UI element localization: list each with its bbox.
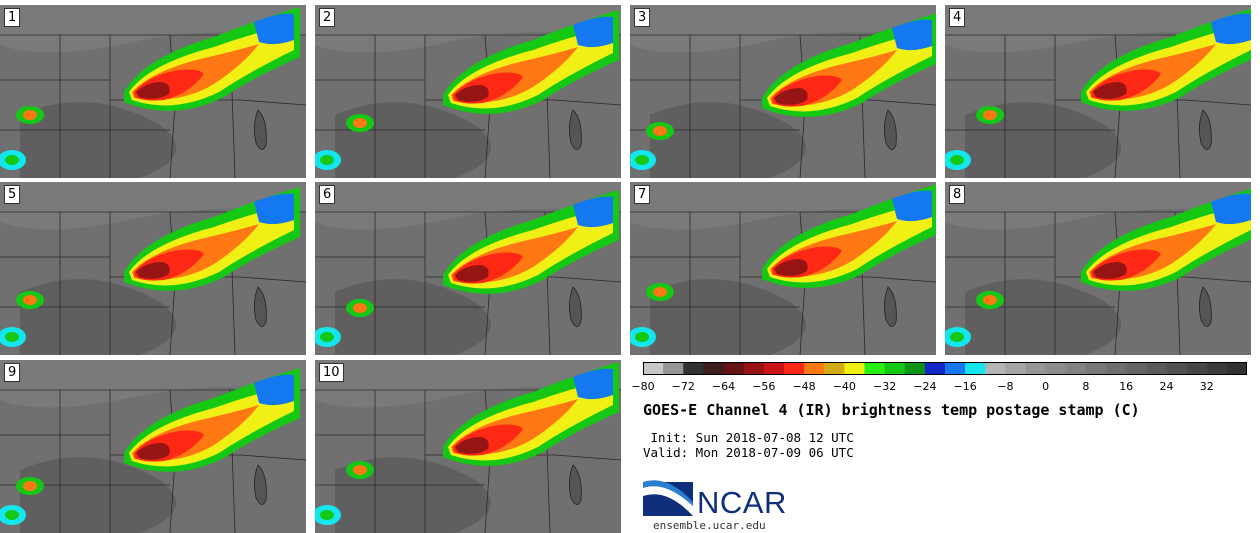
colorbar-tick-label: −56 xyxy=(752,380,776,393)
postage-stamp-panel: 10 xyxy=(315,360,621,533)
colorbar xyxy=(643,362,1247,375)
postage-stamp-panel: 5 xyxy=(0,182,306,355)
colorbar-bin xyxy=(1025,362,1047,375)
colorbar-bin xyxy=(1106,362,1127,375)
postage-stamp-panel: 1 xyxy=(0,5,306,178)
colorbar-bin xyxy=(683,362,704,375)
valid-time: Valid: Mon 2018-07-09 06 UTC xyxy=(643,445,854,460)
colorbar-bin xyxy=(723,362,745,375)
colorbar-bin xyxy=(703,362,725,375)
postage-stamp-panel: 2 xyxy=(315,5,621,178)
colorbar-bin xyxy=(1126,362,1147,375)
postage-stamp-panel: 3 xyxy=(630,5,936,178)
colorbar-tick-label: 16 xyxy=(1119,380,1134,393)
postage-stamp-panel: 9 xyxy=(0,360,306,533)
colorbar-bin xyxy=(1166,362,1188,375)
colorbar-bin xyxy=(804,362,825,375)
ir-satellite-map xyxy=(315,360,621,533)
colorbar-bin xyxy=(1005,362,1027,375)
panel-number-label: 3 xyxy=(634,8,651,27)
colorbar-bin xyxy=(985,362,1006,375)
ir-satellite-map xyxy=(945,5,1251,178)
ncar-logo-icon xyxy=(643,480,693,516)
panel-number-label: 5 xyxy=(4,185,21,204)
colorbar-tick-label: 0 xyxy=(1042,380,1050,393)
ir-satellite-map xyxy=(315,5,621,178)
panel-number-label: 9 xyxy=(4,363,21,382)
panel-number-label: 8 xyxy=(949,185,966,204)
colorbar-bin xyxy=(945,362,966,375)
colorbar-tick-label: −8 xyxy=(997,380,1014,393)
ir-satellite-map xyxy=(0,5,306,178)
ncar-logo-text: NCAR xyxy=(697,485,787,520)
colorbar-bin xyxy=(1065,362,1087,375)
panel-number-label: 7 xyxy=(634,185,651,204)
ir-satellite-map xyxy=(0,182,306,355)
colorbar-bin xyxy=(965,362,986,375)
colorbar-bin xyxy=(864,362,886,375)
colorbar-bin xyxy=(1226,362,1247,375)
colorbar-bin xyxy=(743,362,765,375)
ir-satellite-map xyxy=(630,5,936,178)
colorbar-bin xyxy=(904,362,926,375)
colorbar-tick-label: −48 xyxy=(792,380,816,393)
colorbar-bin xyxy=(663,362,684,375)
panel-number-label: 4 xyxy=(949,8,966,27)
postage-stamp-panel: 4 xyxy=(945,5,1251,178)
colorbar-bin xyxy=(824,362,845,375)
postage-stamp-panel: 6 xyxy=(315,182,621,355)
site-url[interactable]: ensemble.ucar.edu xyxy=(653,519,766,532)
colorbar-bin xyxy=(844,362,865,375)
colorbar-bin xyxy=(1085,362,1107,375)
colorbar-bin xyxy=(884,362,906,375)
init-time: Init: Sun 2018-07-08 12 UTC xyxy=(643,430,854,445)
colorbar-tick-label: 8 xyxy=(1082,380,1090,393)
colorbar-tick-label: −80 xyxy=(631,380,655,393)
colorbar-bin xyxy=(1186,362,1208,375)
colorbar-tick-label: −40 xyxy=(832,380,856,393)
panel-number-label: 2 xyxy=(319,8,336,27)
colorbar-bin xyxy=(763,362,785,375)
ir-satellite-map xyxy=(945,182,1251,355)
colorbar-bin xyxy=(1206,362,1228,375)
panel-number-label: 6 xyxy=(319,185,336,204)
colorbar-tick-label: −64 xyxy=(711,380,736,393)
colorbar-tick-label: −16 xyxy=(953,380,977,393)
figure-title: GOES-E Channel 4 (IR) brightness temp po… xyxy=(643,401,1140,419)
colorbar-tick-label: −72 xyxy=(671,380,695,393)
colorbar-bin xyxy=(643,362,664,375)
panel-number-label: 1 xyxy=(4,8,21,27)
postage-stamp-panel: 7 xyxy=(630,182,936,355)
colorbar-tick-label: 32 xyxy=(1199,380,1214,393)
colorbar-bin xyxy=(1045,362,1067,375)
colorbar-tick-label: 24 xyxy=(1159,380,1174,393)
ir-satellite-map xyxy=(315,182,621,355)
ir-satellite-map xyxy=(630,182,936,355)
colorbar-bin xyxy=(1146,362,1167,375)
panel-number-label: 10 xyxy=(319,363,344,382)
postage-stamp-panel: 8 xyxy=(945,182,1251,355)
ir-satellite-map xyxy=(0,360,306,533)
colorbar-bin xyxy=(924,362,946,375)
colorbar-tick-label: −32 xyxy=(872,380,897,393)
colorbar-tick-label: −24 xyxy=(913,380,937,393)
colorbar-bin xyxy=(783,362,805,375)
